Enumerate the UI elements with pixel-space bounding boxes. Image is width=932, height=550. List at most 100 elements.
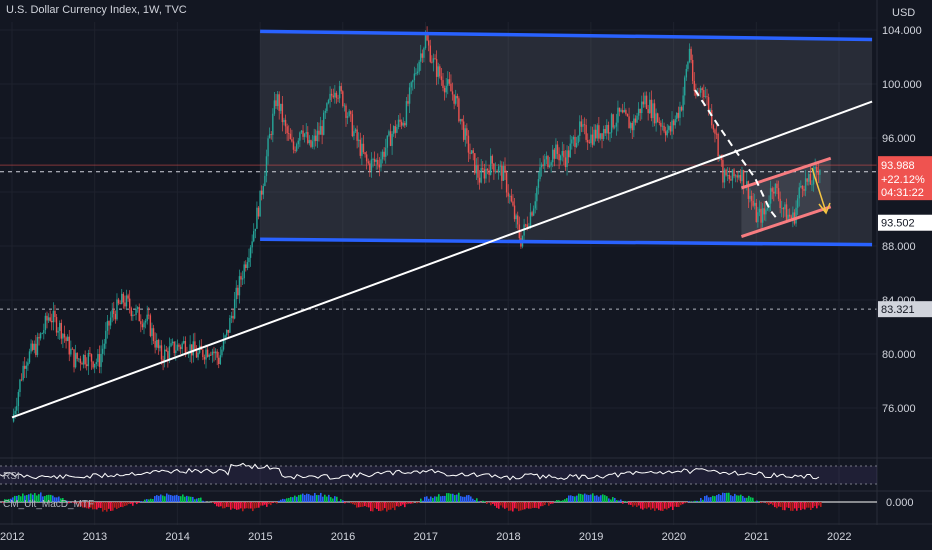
macd-bar xyxy=(60,498,62,502)
macd-bar xyxy=(544,502,546,506)
macd-bar xyxy=(26,494,28,502)
candle xyxy=(170,343,172,347)
candle xyxy=(766,208,769,210)
macd-bar xyxy=(22,493,24,502)
macd-bar xyxy=(412,502,414,504)
candle xyxy=(55,317,58,333)
macd-bar xyxy=(538,502,540,509)
candle xyxy=(819,170,821,175)
candle xyxy=(469,152,471,154)
candle xyxy=(369,163,371,171)
candle xyxy=(642,101,645,105)
macd-bar xyxy=(198,498,200,502)
candle xyxy=(348,111,350,117)
macd-bar xyxy=(434,496,436,502)
candle xyxy=(650,99,653,119)
macd-bar xyxy=(362,502,364,507)
candle xyxy=(420,53,422,62)
chart-title: U.S. Dollar Currency Index, 1W, TVC xyxy=(6,4,187,16)
candle xyxy=(424,35,427,49)
macd-bar xyxy=(564,499,566,502)
macd-bar xyxy=(546,502,548,503)
candle xyxy=(20,379,23,381)
macd-bar xyxy=(588,495,590,502)
candle xyxy=(676,112,678,120)
candle xyxy=(596,125,598,139)
macd-bar xyxy=(530,502,532,509)
candle xyxy=(289,133,292,140)
candle xyxy=(599,133,602,139)
candle xyxy=(809,174,812,185)
candle xyxy=(178,344,180,347)
candle xyxy=(253,231,255,242)
macd-bar xyxy=(584,493,586,502)
candle xyxy=(141,324,144,328)
candle xyxy=(529,212,532,227)
candle xyxy=(497,166,500,173)
macd-bar xyxy=(642,502,644,510)
candle xyxy=(386,135,389,148)
candle xyxy=(229,317,231,333)
candle xyxy=(226,329,228,336)
candle xyxy=(82,354,85,365)
macd-bar xyxy=(496,502,498,508)
candle xyxy=(152,328,155,342)
macd-bar xyxy=(380,502,382,512)
candle xyxy=(445,85,447,93)
candle xyxy=(330,93,333,96)
candle xyxy=(526,224,528,228)
candle xyxy=(761,208,764,223)
macd-bar xyxy=(444,495,446,502)
macd-bar xyxy=(430,496,432,502)
macd-bar xyxy=(734,493,736,502)
candle xyxy=(728,174,730,180)
candle xyxy=(423,48,425,58)
macd-bar xyxy=(540,502,542,507)
macd-bar xyxy=(148,499,150,502)
candle xyxy=(377,160,379,165)
macd-bar xyxy=(314,492,316,502)
candle xyxy=(671,120,673,132)
macd-bar xyxy=(192,496,194,502)
candle xyxy=(370,159,373,171)
macd-bar xyxy=(684,502,686,504)
candle xyxy=(405,101,408,126)
candle xyxy=(806,178,808,182)
candle xyxy=(116,299,118,320)
macd-bar xyxy=(260,502,262,506)
macd-bar xyxy=(806,502,808,508)
candle xyxy=(292,141,295,150)
macd-bar xyxy=(660,502,662,511)
candle xyxy=(300,130,303,133)
candle xyxy=(749,195,751,199)
candle xyxy=(391,133,393,146)
macd-bar xyxy=(736,495,738,502)
macd-bar xyxy=(162,495,164,502)
candle xyxy=(191,344,193,356)
macd-bar xyxy=(308,494,310,502)
macd-bar xyxy=(382,502,384,511)
macd-bar xyxy=(196,498,198,502)
candle xyxy=(288,133,290,135)
macd-bar xyxy=(528,502,530,509)
macd-bar xyxy=(542,502,544,507)
macd-bar xyxy=(246,502,248,509)
macd-bar xyxy=(636,502,638,508)
candle xyxy=(572,136,575,140)
candle xyxy=(510,195,513,202)
macd-bar xyxy=(648,502,650,508)
macd-bar xyxy=(336,496,338,502)
level-2-badge xyxy=(878,301,932,318)
candle xyxy=(564,157,567,168)
candle xyxy=(342,91,344,106)
macd-bar xyxy=(672,502,674,511)
candle xyxy=(47,317,50,321)
candle xyxy=(232,315,234,319)
candle xyxy=(89,353,91,355)
macd-bar xyxy=(510,502,512,511)
candle xyxy=(87,353,90,367)
macd-bar xyxy=(668,502,670,509)
macd-bar xyxy=(768,502,770,506)
macd-bar xyxy=(418,502,420,503)
